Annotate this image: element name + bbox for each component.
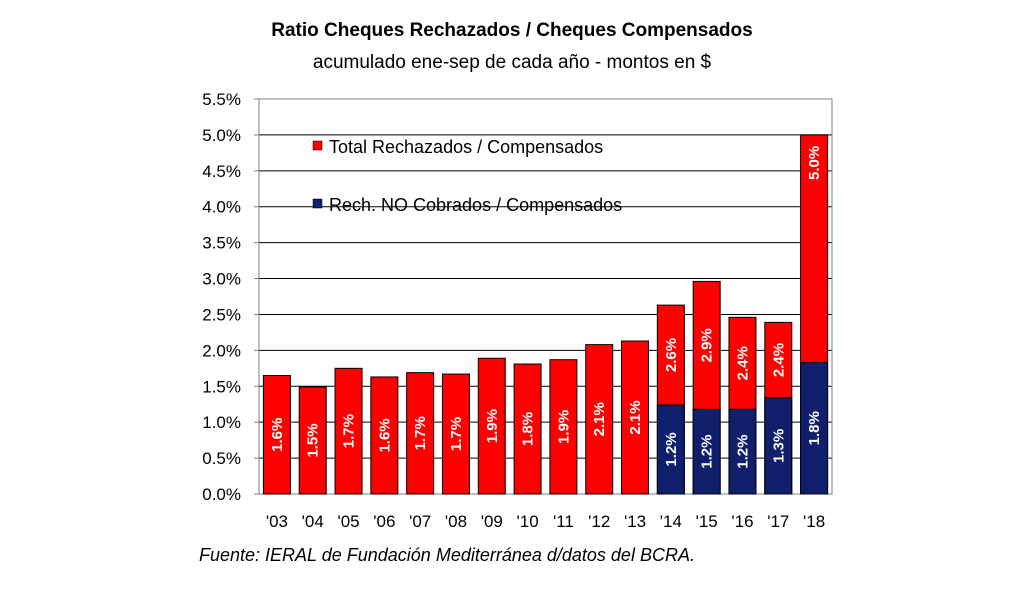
y-tick-label: 2.0% [202,341,241,360]
y-tick-label: 5.5% [202,90,241,109]
legend-swatch [312,140,323,151]
x-tick-label: '15 [696,512,718,531]
bar-total [477,357,506,495]
y-tick-label: 2.5% [202,305,241,324]
bar-total [262,375,291,495]
y-tick-label: 0.0% [202,485,241,504]
y-tick-label: 4.5% [202,162,241,181]
y-tick-label: 0.5% [202,449,241,468]
bar-total [585,344,614,495]
legend-label: Total Rechazados / Compensados [329,137,603,157]
bar-total [370,376,399,495]
x-tick-label: '06 [373,512,395,531]
bar-total [549,359,578,495]
bars [262,134,829,495]
data-label-total: 2.1% [591,402,608,436]
legend-label: Rech. NO Cobrados / Compensados [329,195,622,215]
x-tick-label: '09 [481,512,503,531]
y-tick-label: 1.5% [202,377,241,396]
x-tick-label: '14 [660,512,682,531]
x-tick-label: '12 [588,512,610,531]
chart-title: Ratio Cheques Rechazados / Cheques Compe… [271,20,753,41]
x-tick-label: '05 [337,512,359,531]
y-axis: 0.0% 0.5% 1.0% 1.5% 2.0% 2.5% 3.0% 3.5% 4.0% 4.5%… [202,90,259,504]
x-tick-label: '04 [302,512,324,531]
y-tick-label: 4.0% [202,198,241,217]
data-label-total: 2.9% [699,328,716,362]
data-label-no-cobrados: 1.8% [806,411,823,445]
y-tick-label: 1.0% [202,413,241,432]
bar-total [513,363,542,495]
bar-total [621,340,650,495]
x-tick-label: '18 [803,512,825,531]
x-tick-label: '10 [517,512,539,531]
x-tick-label: '08 [445,512,467,531]
x-tick-label: '11 [553,512,574,531]
x-tick-label: '13 [624,512,646,531]
x-tick-label: '03 [266,512,288,531]
x-tick-label: '17 [767,512,789,531]
data-label-total: 1.7% [341,414,358,448]
bar-total [406,372,435,495]
data-labels: 1.6% 1.5% 1.7% 1.6% 1.7% 1.7% 1.9% 1.8% 1.9% 2.1%… [269,146,823,469]
chart-source: Fuente: IERAL de Fundación Mediterránea … [199,545,695,565]
data-label-total: 1.6% [269,418,286,452]
plot-frame [258,98,833,495]
data-label-total: 5.0% [806,146,823,180]
data-label-total: 1.6% [376,418,393,452]
bar-no-cobrados [692,408,721,495]
bar-total [334,367,363,495]
y-tick-label: 3.0% [202,270,241,289]
data-label-total: 2.6% [663,338,680,372]
data-label-total: 2.1% [627,400,644,434]
y-tick-label: 3.5% [202,234,241,253]
data-label-no-cobrados: 1.2% [663,432,680,466]
data-label-total: 2.4% [734,346,751,380]
bar-no-cobrados [764,397,793,495]
x-tick-label: '07 [409,512,431,531]
data-label-total: 1.5% [305,423,322,457]
data-label-no-cobrados: 1.2% [699,435,716,469]
data-label-no-cobrados: 1.2% [734,435,751,469]
data-label-no-cobrados: 1.3% [770,429,787,463]
data-label-total: 1.8% [520,412,537,446]
data-label-total: 1.7% [448,417,465,451]
bar-total [298,386,327,495]
chart-subtitle: acumulado ene-sep de cada año - montos e… [312,52,712,73]
legend: Total Rechazados / Compensados Rech. NO C… [312,137,622,215]
legend-swatch [312,198,323,209]
x-axis: '03 '04 '05 '06 '07 '08 '09 '10 '11 '12 '13 '14 '15 '… [266,512,825,531]
x-tick-label: '16 [731,512,753,531]
bar-no-cobrados [728,408,757,495]
data-label-total: 1.9% [555,410,572,444]
data-label-total: 2.4% [770,343,787,377]
data-label-total: 1.9% [484,409,501,443]
data-label-total: 1.7% [412,416,429,450]
y-tick-label: 5.0% [202,126,241,145]
bar-no-cobrados [800,362,829,495]
bar-total [441,373,470,495]
bar-no-cobrados [656,404,685,495]
